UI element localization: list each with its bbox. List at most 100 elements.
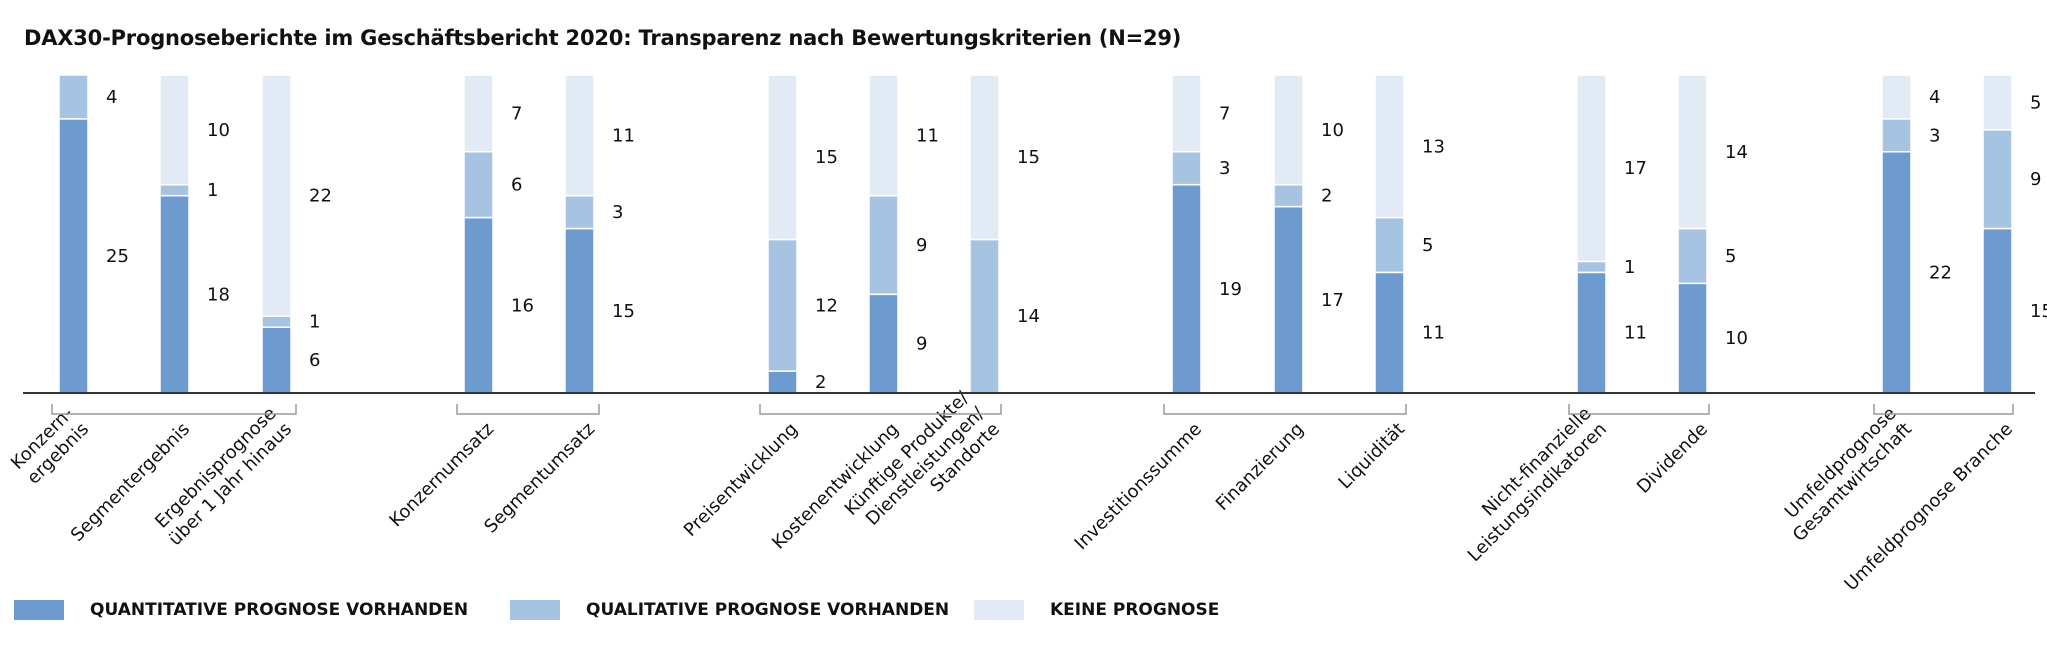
- bar-konzern-ergebnis-quantitative: [58, 118, 89, 394]
- value-label-konzernumsatz-qualitative: 6: [511, 175, 522, 196]
- value-label-kostenentwicklung-quantitative: 9: [916, 334, 927, 355]
- category-label-umfeldprognose-gesamtwirtschaft: UmfeldprognoseGesamtwirtschaft: [1773, 403, 1916, 546]
- value-label-ergebnisprognose-ueber-1-jahr-hinaus-keine: 22: [309, 186, 332, 207]
- value-label-investitionssumme-keine: 7: [1219, 103, 1230, 124]
- bar-umfeldprognose-gesamtwirtschaft-qualitative: [1881, 118, 1912, 153]
- bar-liquiditaet-keine: [1374, 74, 1405, 219]
- value-label-nicht-finanzielle-leistungsindikatoren-quantitative: 11: [1624, 323, 1647, 344]
- category-label-finanzierung: Finanzierung: [1212, 419, 1308, 515]
- value-label-liquiditaet-qualitative: 5: [1422, 235, 1433, 256]
- value-label-konzernumsatz-quantitative: 16: [511, 295, 534, 316]
- value-label-dividende-qualitative: 5: [1725, 246, 1736, 267]
- legend-item-qualitative: QUALITATIVE PROGNOSE VORHANDEN: [510, 598, 949, 622]
- value-label-ergebnisprognose-ueber-1-jahr-hinaus-quantitative: 6: [309, 350, 320, 371]
- bar-segmentumsatz-quantitative: [564, 227, 595, 394]
- value-label-umfeldprognose-gesamtwirtschaft-qualitative: 3: [1929, 125, 1940, 146]
- group-bracket-2: [456, 404, 600, 415]
- value-label-investitionssumme-quantitative: 19: [1219, 279, 1242, 300]
- value-label-dividende-keine: 14: [1725, 142, 1748, 163]
- category-label-konzernumsatz: Konzernumsatz: [385, 419, 498, 532]
- group-bracket-4: [1163, 404, 1407, 415]
- bar-investitionssumme-quantitative: [1171, 183, 1202, 394]
- value-label-dividende-quantitative: 10: [1725, 328, 1748, 349]
- category-label-ergebnisprognose-ueber-1-jahr-hinaus: Ergebnisprognoseüber 1 Jahr hinaus: [149, 403, 296, 550]
- bar-liquiditaet-qualitative: [1374, 216, 1405, 274]
- value-label-kostenentwicklung-keine: 11: [916, 125, 939, 146]
- value-label-konzern-ergebnis-qualitative: 4: [106, 87, 117, 108]
- bar-umfeldprognose-gesamtwirtschaft-keine: [1881, 74, 1912, 120]
- bar-segmentergebnis-keine: [159, 74, 190, 186]
- legend-label-qualitative: QUALITATIVE PROGNOSE VORHANDEN: [586, 600, 950, 620]
- value-label-ergebnisprognose-ueber-1-jahr-hinaus-qualitative: 1: [309, 312, 320, 333]
- value-label-preisentwicklung-keine: 15: [815, 147, 838, 168]
- bar-umfeldprognose-branche-keine: [1982, 74, 2013, 131]
- legend-item-quantitative: QUANTITATIVE PROGNOSE VORHANDEN: [14, 598, 468, 622]
- bar-investitionssumme-keine: [1171, 74, 1202, 153]
- category-label-dividende: Dividende: [1633, 419, 1712, 498]
- bar-konzernumsatz-quantitative: [463, 216, 494, 394]
- group-bracket-1: [51, 404, 297, 415]
- category-label-investitionssumme: Investitionssumme: [1071, 419, 1207, 555]
- value-label-liquiditaet-keine: 13: [1422, 136, 1445, 157]
- bar-dividende-qualitative: [1677, 227, 1708, 285]
- bar-kostenentwicklung-quantitative: [868, 293, 899, 394]
- value-label-segmentergebnis-keine: 10: [207, 120, 230, 141]
- bar-konzernumsatz-keine: [463, 74, 494, 153]
- value-label-segmentumsatz-quantitative: 15: [612, 301, 635, 322]
- bar-kuenftige-produkte-dienstleistungen-standorte-keine: [969, 74, 1000, 241]
- bar-kuenftige-produkte-dienstleistungen-standorte-qualitative: [969, 238, 1000, 394]
- category-label-konzern-ergebnis: Konzern-ergebnis: [7, 403, 93, 489]
- value-label-umfeldprognose-branche-keine: 5: [2030, 92, 2041, 113]
- chart-title: DAX30-Prognoseberichte im Geschäftsberic…: [24, 26, 1182, 50]
- bar-investitionssumme-qualitative: [1171, 151, 1202, 186]
- value-label-nicht-finanzielle-leistungsindikatoren-qualitative: 1: [1624, 257, 1635, 278]
- value-label-kostenentwicklung-qualitative: 9: [916, 235, 927, 256]
- bar-konzernumsatz-qualitative: [463, 151, 494, 219]
- value-label-kuenftige-produkte-dienstleistungen-standorte-keine: 15: [1017, 147, 1040, 168]
- bar-segmentergebnis-qualitative: [159, 183, 190, 197]
- bar-kostenentwicklung-keine: [868, 74, 899, 197]
- bar-nicht-finanzielle-leistungsindikatoren-quantitative: [1576, 271, 1607, 394]
- value-label-umfeldprognose-branche-quantitative: 15: [2030, 301, 2047, 322]
- value-label-kuenftige-produkte-dienstleistungen-standorte-qualitative: 14: [1017, 306, 1040, 327]
- value-label-preisentwicklung-quantitative: 2: [815, 372, 826, 393]
- legend-swatch-keine: [974, 600, 1024, 620]
- value-label-segmentumsatz-keine: 11: [612, 125, 635, 146]
- value-label-umfeldprognose-branche-qualitative: 9: [2030, 169, 2041, 190]
- bar-umfeldprognose-branche-qualitative: [1982, 129, 2013, 230]
- category-label-segmentumsatz: Segmentumsatz: [480, 419, 599, 538]
- legend-label-quantitative: QUANTITATIVE PROGNOSE VORHANDEN: [90, 600, 469, 620]
- group-bracket-3: [759, 404, 1002, 415]
- bar-segmentumsatz-qualitative: [564, 194, 595, 230]
- value-label-konzernumsatz-keine: 7: [511, 103, 522, 124]
- bar-umfeldprognose-branche-quantitative: [1982, 227, 2013, 394]
- bar-segmentergebnis-quantitative: [159, 194, 190, 394]
- bar-ergebnisprognose-ueber-1-jahr-hinaus-qualitative: [261, 315, 292, 328]
- value-label-investitionssumme-qualitative: 3: [1219, 158, 1230, 179]
- bar-preisentwicklung-keine: [767, 74, 798, 241]
- value-label-preisentwicklung-qualitative: 12: [815, 295, 838, 316]
- bar-finanzierung-quantitative: [1273, 205, 1304, 394]
- bar-nicht-finanzielle-leistungsindikatoren-keine: [1576, 74, 1607, 263]
- value-label-segmentergebnis-qualitative: 1: [207, 180, 218, 201]
- legend-label-keine: KEINE PROGNOSE: [1050, 600, 1220, 620]
- value-label-konzern-ergebnis-quantitative: 25: [106, 246, 129, 267]
- bar-konzern-ergebnis-qualitative: [58, 74, 89, 120]
- value-label-finanzierung-keine: 10: [1321, 120, 1344, 141]
- legend-swatch-quantitative: [14, 600, 64, 620]
- value-label-umfeldprognose-gesamtwirtschaft-quantitative: 22: [1929, 262, 1952, 283]
- legend-item-keine: KEINE PROGNOSE: [974, 598, 1219, 622]
- value-label-finanzierung-quantitative: 17: [1321, 290, 1344, 311]
- category-label-liquiditaet: Liquidität: [1334, 419, 1409, 494]
- bar-kostenentwicklung-qualitative: [868, 194, 899, 296]
- bar-ergebnisprognose-ueber-1-jahr-hinaus-keine: [261, 74, 292, 317]
- value-label-finanzierung-qualitative: 2: [1321, 186, 1332, 207]
- value-label-segmentumsatz-qualitative: 3: [612, 202, 623, 223]
- bar-nicht-finanzielle-leistungsindikatoren-qualitative: [1576, 260, 1607, 274]
- bar-liquiditaet-quantitative: [1374, 271, 1405, 394]
- bar-preisentwicklung-quantitative: [767, 370, 798, 394]
- value-label-segmentergebnis-quantitative: 18: [207, 284, 230, 305]
- bar-dividende-quantitative: [1677, 282, 1708, 394]
- bar-umfeldprognose-gesamtwirtschaft-quantitative: [1881, 151, 1912, 394]
